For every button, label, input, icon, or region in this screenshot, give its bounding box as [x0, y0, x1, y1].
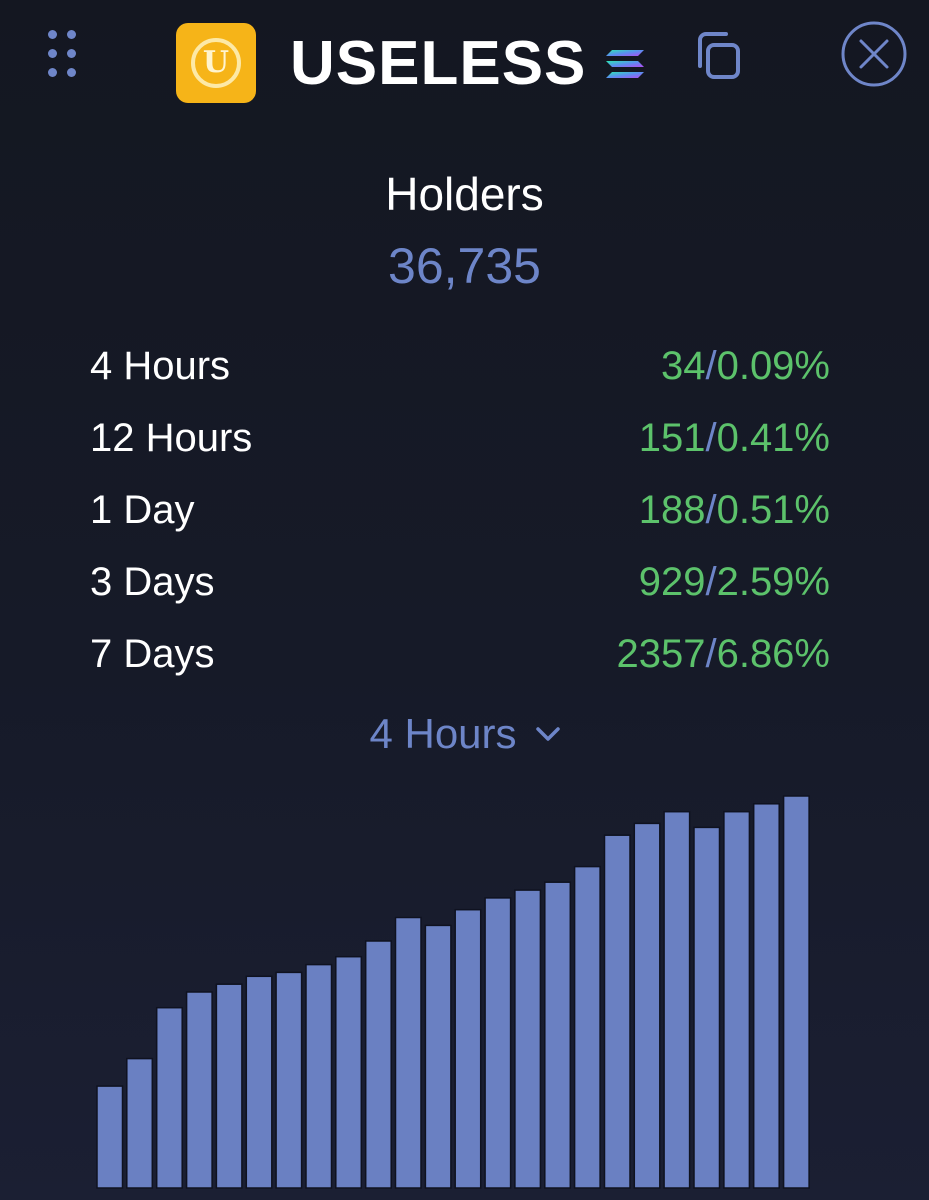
stat-value: 2357/6.86% [616, 632, 830, 676]
stat-row-1-day: 1 Day 188/0.51% [90, 480, 830, 552]
chart-bar [424, 924, 452, 1189]
stat-label: 4 Hours [90, 344, 231, 388]
chart-bar [693, 826, 721, 1189]
token-name: USELESS [290, 29, 587, 98]
stat-value: 34/0.09% [660, 344, 830, 388]
solana-icon [606, 50, 644, 78]
stat-label: 1 Day [90, 488, 195, 532]
stat-row-4-hours: 4 Hours 34/0.09% [90, 336, 830, 408]
stat-percent: 0.51% [716, 488, 830, 532]
stat-value: 929/2.59% [638, 560, 830, 604]
chart-bar [484, 897, 512, 1189]
stat-percent: 0.09% [716, 344, 830, 388]
stat-percent: 6.86% [716, 632, 830, 676]
stat-value: 188/0.51% [638, 488, 830, 532]
chart-bar [544, 881, 572, 1189]
stat-count: 929 [638, 560, 706, 604]
chart-bar [394, 916, 422, 1189]
stat-label: 7 Days [90, 632, 215, 676]
header: U USELESS [0, 0, 929, 120]
chart-bar [185, 991, 213, 1189]
chart-bar [335, 955, 363, 1189]
token-logo: U [176, 23, 256, 103]
holders-title: Holders [385, 168, 544, 220]
chart-bar [126, 1057, 154, 1189]
chart-bar [454, 908, 482, 1189]
close-icon[interactable] [840, 20, 908, 88]
chevron-down-icon [535, 727, 560, 741]
holders-count: 36,735 [388, 238, 541, 294]
stat-row-3-days: 3 Days 929/2.59% [90, 552, 830, 624]
chart-bar [633, 822, 661, 1189]
stat-count: 188 [638, 488, 706, 532]
stat-count: 151 [638, 416, 706, 460]
stat-row-12-hours: 12 Hours 151/0.41% [90, 408, 830, 480]
stat-label: 12 Hours [90, 416, 253, 460]
chart-bar [215, 983, 243, 1189]
chart-bar [573, 865, 601, 1189]
chart-bar [752, 803, 780, 1189]
stat-count: 34 [660, 344, 706, 388]
period-selected-label: 4 Hours [369, 710, 517, 757]
chart-bar [245, 975, 273, 1189]
stat-percent: 2.59% [716, 560, 830, 604]
token-logo-letter: U [191, 38, 241, 88]
chart-bar [96, 1085, 124, 1189]
copy-icon[interactable] [692, 30, 744, 82]
stat-percent: 0.41% [716, 416, 830, 460]
chart-bar [514, 889, 542, 1189]
stat-count: 2357 [616, 632, 706, 676]
chart-bar [305, 963, 333, 1189]
chart-bar [723, 810, 751, 1189]
stat-value: 151/0.41% [638, 416, 830, 460]
stat-row-7-days: 7 Days 2357/6.86% [90, 624, 830, 696]
chart-bar [603, 834, 631, 1189]
chart-bar [663, 810, 691, 1189]
holder-change-list: 4 Hours 34/0.09% 12 Hours 151/0.41% 1 Da… [90, 336, 830, 696]
chart-bar [155, 1006, 183, 1189]
chart-bar [364, 940, 392, 1189]
chart-bar [782, 795, 810, 1189]
stat-label: 3 Days [90, 560, 215, 604]
period-dropdown[interactable]: 4 Hours [330, 704, 600, 764]
chart-bar [275, 971, 303, 1189]
holders-bar-chart [96, 795, 810, 1189]
grid-dots-icon[interactable] [48, 30, 78, 78]
